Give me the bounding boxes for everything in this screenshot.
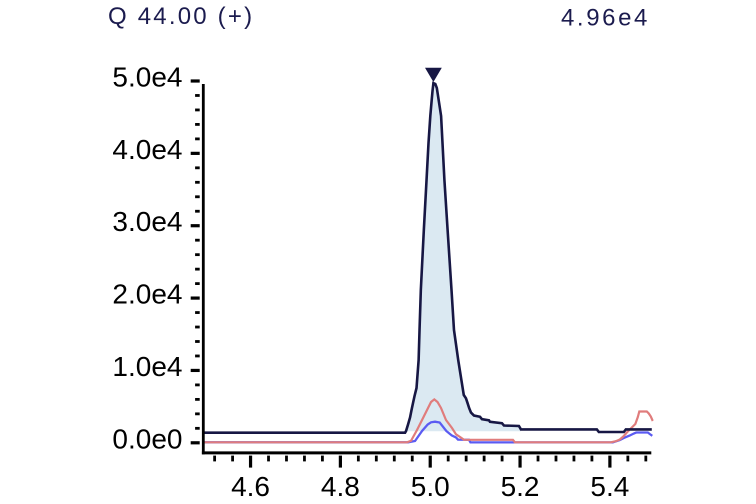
x-tick-label: 5.4 [590,471,629,502]
y-tick-label: 1.0e4 [112,351,182,382]
axes-group [190,79,652,468]
tick-label-group: 0.0e0 1.0e4 2.0e4 3.0e4 4.0e4 5.0e4 4.6 4.8 5.0 5… [112,62,629,503]
x-tick-label: 5.2 [501,471,540,502]
qualifier-trace-blue [203,420,653,444]
x-tick-label: 5.0 [411,471,450,502]
trace-group [203,67,654,444]
quantifier-trace [203,81,652,435]
y-tick-label: 4.0e4 [112,134,182,165]
peak-area-fill [406,83,521,432]
y-tick-label: 5.0e4 [112,62,182,93]
channel-title: Q 44.00 (+) [108,3,254,30]
x-tick-label: 4.6 [231,471,270,502]
qualifier-trace-red [203,397,654,444]
y-tick-label: 0.0e0 [112,423,182,454]
y-tick-label: 3.0e4 [112,206,182,237]
peak-height-annotation: 4.96e4 [561,5,650,32]
peak-apex-marker [425,67,442,82]
x-tick-label: 4.8 [321,471,360,502]
y-tick-label: 2.0e4 [112,279,182,310]
